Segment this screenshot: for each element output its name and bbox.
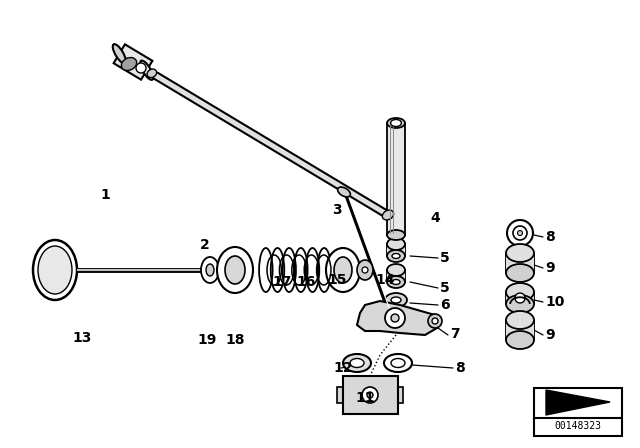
Ellipse shape [140,60,153,80]
Ellipse shape [206,264,214,276]
Bar [506,292,534,304]
Text: 9: 9 [545,261,555,275]
Bar [387,244,405,256]
Bar [397,387,403,403]
Polygon shape [546,390,610,415]
Circle shape [391,314,399,322]
Ellipse shape [201,257,219,283]
Ellipse shape [390,120,401,126]
Bar [387,270,405,282]
Polygon shape [154,73,390,218]
Text: 6: 6 [440,298,450,312]
Text: 4: 4 [430,211,440,225]
Ellipse shape [391,297,401,303]
Bar [343,376,398,414]
Text: 3: 3 [332,203,342,217]
Ellipse shape [506,283,534,301]
Text: 5: 5 [440,251,450,265]
Text: 15: 15 [327,273,346,287]
Ellipse shape [392,254,400,258]
Ellipse shape [506,331,534,349]
Ellipse shape [506,244,534,262]
Ellipse shape [113,44,126,64]
Ellipse shape [382,210,394,220]
Bar [534,388,622,436]
Text: 5: 5 [440,281,450,295]
Text: 17: 17 [272,275,291,289]
Ellipse shape [122,57,137,70]
Circle shape [428,314,442,328]
Text: 14: 14 [375,273,394,287]
Polygon shape [114,44,152,80]
Circle shape [518,231,522,236]
Ellipse shape [385,293,407,307]
Bar [506,320,534,340]
Text: 00148323: 00148323 [554,421,602,431]
Text: 12: 12 [333,361,353,375]
Ellipse shape [357,260,373,280]
Circle shape [362,267,368,273]
Circle shape [136,63,146,73]
Polygon shape [357,301,437,335]
Ellipse shape [147,69,157,78]
Ellipse shape [387,230,405,240]
Bar [387,123,405,235]
Bar [337,387,343,403]
Text: 10: 10 [545,295,564,309]
Text: 19: 19 [197,333,216,347]
Text: 7: 7 [450,327,460,341]
Text: 11: 11 [355,391,374,405]
Text: 8: 8 [455,361,465,375]
Text: 13: 13 [72,331,92,345]
Ellipse shape [387,276,405,288]
Ellipse shape [387,250,405,262]
Circle shape [367,392,373,398]
Text: 16: 16 [296,275,316,289]
Ellipse shape [326,248,360,292]
Ellipse shape [387,264,405,276]
Bar [506,253,534,273]
Text: 2: 2 [200,238,210,252]
Ellipse shape [33,240,77,300]
Ellipse shape [392,280,400,284]
Ellipse shape [338,187,350,197]
Text: 8: 8 [545,230,555,244]
Circle shape [385,308,405,328]
Circle shape [513,226,527,240]
Ellipse shape [391,358,405,367]
Ellipse shape [217,247,253,293]
Ellipse shape [350,358,364,367]
Circle shape [432,318,438,324]
Ellipse shape [343,354,371,372]
Ellipse shape [384,354,412,372]
Circle shape [515,293,525,303]
Ellipse shape [38,246,72,294]
Ellipse shape [387,238,405,250]
Ellipse shape [506,295,534,313]
Ellipse shape [225,256,245,284]
Ellipse shape [387,118,405,128]
Circle shape [362,387,378,403]
Text: 9: 9 [545,328,555,342]
Ellipse shape [506,311,534,329]
Ellipse shape [334,257,352,283]
Circle shape [507,220,533,246]
Text: 1: 1 [100,188,109,202]
Text: 18: 18 [225,333,244,347]
Ellipse shape [506,264,534,282]
